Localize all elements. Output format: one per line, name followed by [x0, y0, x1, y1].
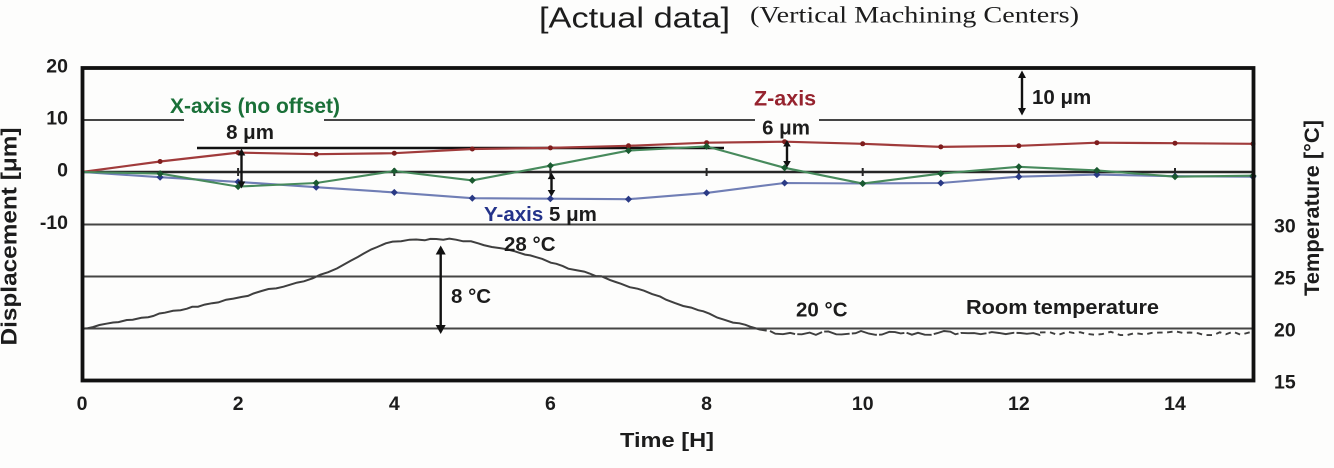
svg-text:Time [H]: Time [H] [620, 429, 714, 452]
svg-text:15: 15 [1274, 372, 1296, 394]
svg-text:0: 0 [77, 393, 88, 415]
svg-text:6: 6 [545, 393, 556, 415]
svg-text:6 μm: 6 μm [762, 117, 810, 140]
svg-text:X-axis (no offset): X-axis (no offset) [170, 95, 340, 118]
svg-text:0: 0 [57, 160, 68, 182]
svg-text:8: 8 [701, 393, 712, 415]
svg-text:10 μm: 10 μm [1032, 86, 1091, 109]
svg-text:20 °C: 20 °C [796, 299, 848, 322]
svg-text:25: 25 [1274, 268, 1296, 290]
svg-text:10: 10 [852, 393, 874, 415]
svg-text:14: 14 [1164, 393, 1186, 415]
svg-text:4: 4 [389, 393, 400, 415]
svg-text:Displacement [μm]: Displacement [μm] [0, 128, 22, 346]
svg-text:Room temperature: Room temperature [966, 296, 1159, 319]
svg-text:12: 12 [1008, 393, 1030, 415]
svg-text:30: 30 [1274, 216, 1296, 238]
svg-text:20: 20 [46, 56, 68, 78]
svg-text:[Actual data]: [Actual data] [539, 3, 730, 35]
svg-text:Y-axis 5 μm: Y-axis 5 μm [484, 203, 597, 226]
svg-text:Temperature [°C]: Temperature [°C] [1301, 120, 1324, 296]
svg-text:(Vertical Machining Centers): (Vertical Machining Centers) [750, 3, 1079, 29]
svg-text:20: 20 [1274, 320, 1296, 342]
svg-text:-10: -10 [40, 212, 68, 234]
svg-text:28 °C: 28 °C [504, 233, 556, 256]
svg-text:Z-axis: Z-axis [754, 87, 816, 111]
svg-text:10: 10 [46, 108, 68, 130]
svg-text:8 °C: 8 °C [451, 285, 491, 308]
svg-text:2: 2 [233, 393, 244, 415]
svg-text:8 μm: 8 μm [226, 121, 274, 144]
